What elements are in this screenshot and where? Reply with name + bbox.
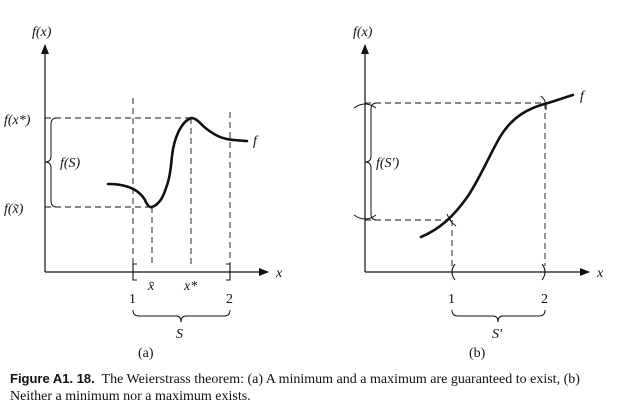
panel-a-xtick-min: x̄ (147, 279, 155, 294)
panel-a-right-bracket (226, 263, 231, 281)
panel-a-interval-start: 1 (129, 292, 136, 307)
panel-a-set-label: S (176, 327, 183, 342)
caption-lead: Figure A1. 18. (10, 371, 95, 386)
panel-b-range-open-top (353, 103, 377, 109)
panel-b-set-label: S' (492, 327, 503, 342)
panel-b-right-paren (541, 263, 546, 281)
panel-a-label: (a) (138, 346, 154, 361)
panel-b-range-open-bottom (353, 214, 377, 220)
panel-a-set-brace (132, 309, 231, 323)
panel-b-curve-label: f (580, 89, 586, 104)
panel-b-guides (365, 102, 546, 266)
panel-b-interval-end: 2 (541, 292, 548, 307)
panel-b-curve (419, 93, 575, 239)
panel-a-left-bracket (132, 263, 137, 281)
panel-b-x-axis-label: x (596, 266, 604, 281)
panel-a-x-axis-label: x (275, 266, 283, 281)
panel-b-interval-start: 1 (448, 292, 455, 307)
caption-text: The Weierstrass theorem: (a) A minimum a… (10, 372, 580, 404)
panel-b-set-brace (451, 309, 546, 323)
figure-caption: Figure A1. 18. The Weierstrass theorem: … (10, 370, 624, 405)
panel-a-ytick-min: f(x̃) (4, 202, 24, 217)
panel-a-y-axis-label: f(x) (32, 25, 52, 40)
panel-a-guides (45, 98, 231, 266)
panel-a-curve-label: f (253, 134, 259, 149)
panel-a-xtick-max: x* (183, 279, 197, 294)
panel-b-left-paren (451, 263, 456, 281)
panel-a: f(x) x f(S) f(x*) f(x̃) f x̄ x* 1 2 S (4, 25, 283, 361)
panel-a-interval-end: 2 (226, 292, 233, 307)
panel-a-curve (106, 116, 249, 209)
panel-a-range-brace (44, 117, 58, 208)
panel-b-range-label: f(S') (376, 156, 400, 171)
panel-a-ytick-max: f(x*) (4, 113, 31, 128)
panel-b-curve-open-left (446, 213, 457, 227)
panel-b-range-brace (364, 102, 378, 221)
panel-a-range-label: f(S) (60, 156, 81, 171)
panel-b: f(x) x f(S') f 1 2 S' (b) (353, 25, 604, 361)
panel-b-label: (b) (469, 346, 486, 361)
panel-b-y-axis-label: f(x) (353, 25, 373, 40)
panel-b-curve-open-right (540, 95, 547, 111)
